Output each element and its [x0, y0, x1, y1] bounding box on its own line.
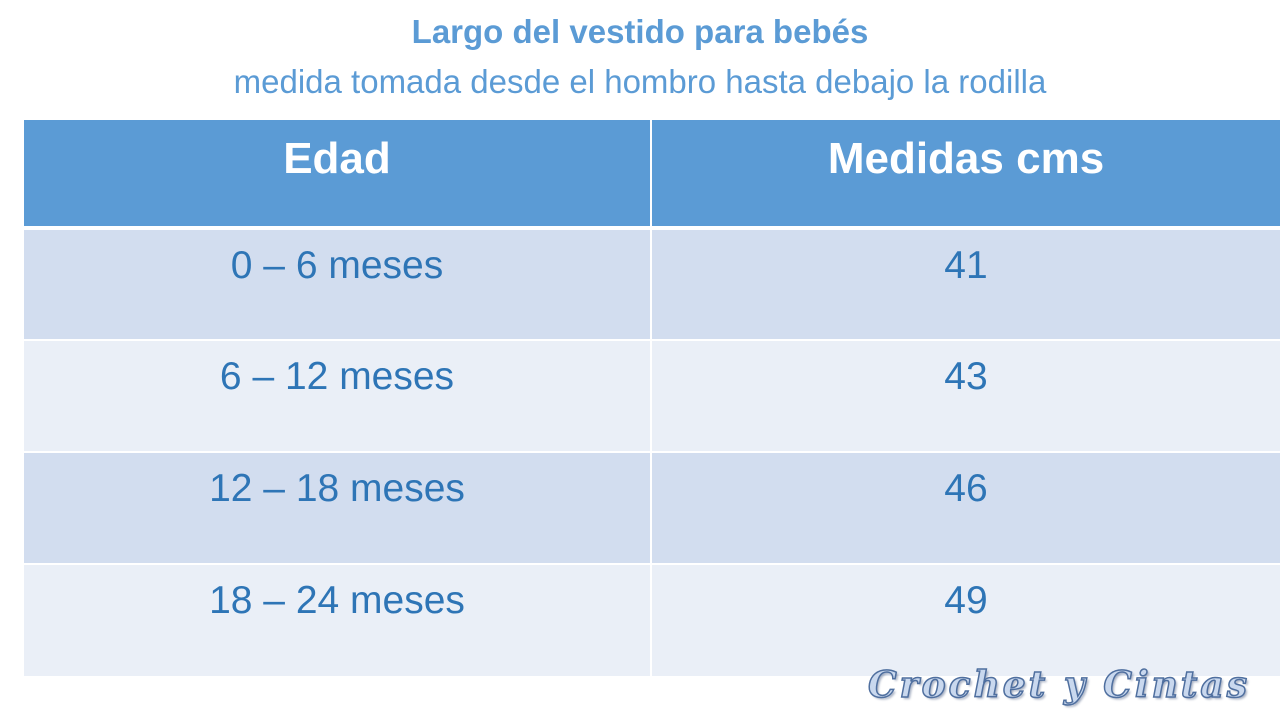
age-cell: 12 – 18 meses [24, 451, 651, 564]
table-row: 12 – 18 meses 46 [24, 451, 1280, 564]
measure-cell: 43 [650, 339, 1280, 452]
table-row: 0 – 6 meses 41 [24, 227, 1280, 340]
page-title: Largo del vestido para bebés [411, 13, 869, 50]
page-subtitle: medida tomada desde el hombro hasta deba… [233, 63, 1047, 100]
table-row: 6 – 12 meses 43 [24, 339, 1280, 452]
table-header-row: Edad Medidas cms [24, 120, 1280, 230]
table-row: 18 – 24 meses 49 [24, 563, 1280, 676]
size-table: Edad Medidas cms 0 – 6 meses 41 6 – 12 m… [24, 120, 1280, 676]
header-age: Edad [24, 120, 651, 230]
age-cell: 0 – 6 meses [24, 227, 651, 340]
measure-cell: 49 [650, 563, 1280, 676]
age-cell: 6 – 12 meses [24, 339, 651, 452]
measure-cell: 46 [650, 451, 1280, 564]
age-cell: 18 – 24 meses [24, 563, 651, 676]
watermark-logo: Crochet y Cintas [867, 663, 1250, 707]
header-measure: Medidas cms [650, 120, 1280, 230]
measure-cell: 41 [650, 227, 1280, 340]
